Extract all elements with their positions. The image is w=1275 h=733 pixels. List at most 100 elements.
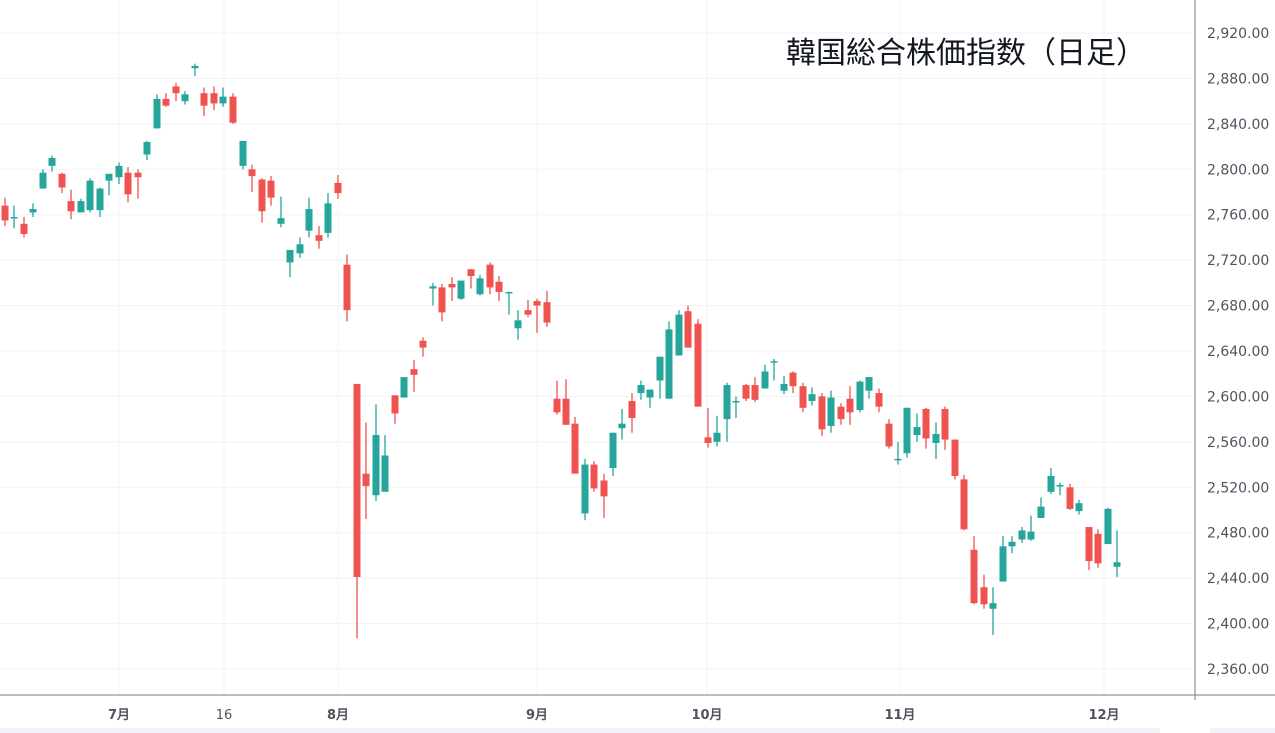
candle[interactable] xyxy=(1027,515,1035,541)
candle[interactable] xyxy=(932,422,940,459)
candle[interactable] xyxy=(903,407,911,458)
candle[interactable] xyxy=(1008,536,1016,554)
candle[interactable] xyxy=(305,197,313,238)
candle[interactable] xyxy=(553,380,561,415)
candle[interactable] xyxy=(704,407,712,448)
candle[interactable] xyxy=(162,93,170,107)
candle[interactable] xyxy=(999,536,1007,582)
candle[interactable] xyxy=(48,155,56,172)
candle[interactable] xyxy=(941,406,949,450)
candle[interactable] xyxy=(1018,527,1026,543)
candle[interactable] xyxy=(124,167,132,203)
candle[interactable] xyxy=(448,277,456,302)
candle[interactable] xyxy=(656,356,664,399)
candle[interactable] xyxy=(581,458,589,521)
candle[interactable] xyxy=(105,173,113,196)
candle[interactable] xyxy=(210,86,218,111)
candle[interactable] xyxy=(400,377,408,398)
candle[interactable] xyxy=(1094,529,1102,568)
candle[interactable] xyxy=(894,441,902,465)
candle[interactable] xyxy=(77,198,85,213)
candle[interactable] xyxy=(885,419,893,449)
candle[interactable] xyxy=(846,386,854,425)
candle[interactable] xyxy=(694,319,702,407)
candle[interactable] xyxy=(770,358,778,381)
candle[interactable] xyxy=(229,93,237,124)
candle[interactable] xyxy=(514,310,522,340)
candle[interactable] xyxy=(86,178,94,213)
candle[interactable] xyxy=(970,536,978,605)
candle[interactable] xyxy=(476,274,484,296)
candle[interactable] xyxy=(1085,527,1093,571)
candle[interactable] xyxy=(618,408,626,440)
candle[interactable] xyxy=(172,82,180,102)
candle[interactable] xyxy=(865,377,873,399)
candle[interactable] xyxy=(562,379,570,425)
candle[interactable] xyxy=(684,305,692,348)
candle[interactable] xyxy=(533,298,541,333)
candle[interactable] xyxy=(391,395,399,424)
candle[interactable] xyxy=(362,422,370,520)
candle[interactable] xyxy=(239,140,247,170)
candle[interactable] xyxy=(761,364,769,389)
candle[interactable] xyxy=(609,432,617,476)
candle[interactable] xyxy=(732,396,740,419)
candle[interactable] xyxy=(675,310,683,356)
candle[interactable] xyxy=(353,383,361,639)
candle[interactable] xyxy=(381,435,389,492)
candle[interactable] xyxy=(143,140,151,161)
candle[interactable] xyxy=(723,382,731,442)
candle[interactable] xyxy=(837,403,845,425)
time-axis-scrollbar[interactable] xyxy=(0,728,1160,733)
candle[interactable] xyxy=(277,196,285,228)
candle[interactable] xyxy=(1047,467,1055,495)
candle[interactable] xyxy=(637,380,645,400)
candle[interactable] xyxy=(799,382,807,413)
candle[interactable] xyxy=(827,390,835,433)
candle[interactable] xyxy=(334,174,342,199)
time-axis[interactable]: 7月 16 8月 9月 10月 11月 12月 xyxy=(108,708,1120,723)
candle[interactable] xyxy=(646,389,654,408)
candle[interactable] xyxy=(486,262,494,295)
candle[interactable] xyxy=(505,291,513,315)
candle[interactable] xyxy=(10,205,18,229)
candle[interactable] xyxy=(29,203,37,217)
candle[interactable] xyxy=(134,169,142,199)
candle[interactable] xyxy=(1075,499,1083,515)
candle[interactable] xyxy=(856,380,864,413)
candle[interactable] xyxy=(818,393,826,437)
candle[interactable] xyxy=(571,416,579,474)
candle[interactable] xyxy=(1,197,9,227)
candle[interactable] xyxy=(913,413,921,442)
candle[interactable] xyxy=(191,63,199,77)
candle[interactable] xyxy=(315,226,323,249)
candle[interactable] xyxy=(1066,483,1074,510)
candle[interactable] xyxy=(410,360,418,392)
candle[interactable] xyxy=(989,587,997,635)
candle[interactable] xyxy=(343,254,351,322)
candle[interactable] xyxy=(590,461,598,492)
candle[interactable] xyxy=(258,178,266,223)
candle[interactable] xyxy=(153,94,161,129)
candle[interactable] xyxy=(600,473,608,518)
candle[interactable] xyxy=(286,249,294,278)
candle[interactable] xyxy=(1056,482,1064,496)
candle[interactable] xyxy=(742,383,750,401)
price-axis[interactable]: 2,920.00 2,880.00 2,840.00 2,800.00 2,760.00… xyxy=(1207,26,1269,678)
candle[interactable] xyxy=(438,283,446,322)
candle[interactable] xyxy=(980,574,988,609)
candle[interactable] xyxy=(219,87,227,107)
candle[interactable] xyxy=(780,375,788,395)
candle[interactable] xyxy=(713,415,721,447)
candle[interactable] xyxy=(20,216,28,238)
candle[interactable] xyxy=(457,280,465,300)
candle[interactable] xyxy=(808,387,816,406)
candle[interactable] xyxy=(875,388,883,413)
candle[interactable] xyxy=(543,290,551,328)
candle[interactable] xyxy=(628,393,636,433)
candle[interactable] xyxy=(1113,530,1121,578)
candle[interactable] xyxy=(419,337,427,357)
candle[interactable] xyxy=(58,172,66,194)
candle[interactable] xyxy=(296,237,304,258)
candle[interactable] xyxy=(951,439,959,480)
